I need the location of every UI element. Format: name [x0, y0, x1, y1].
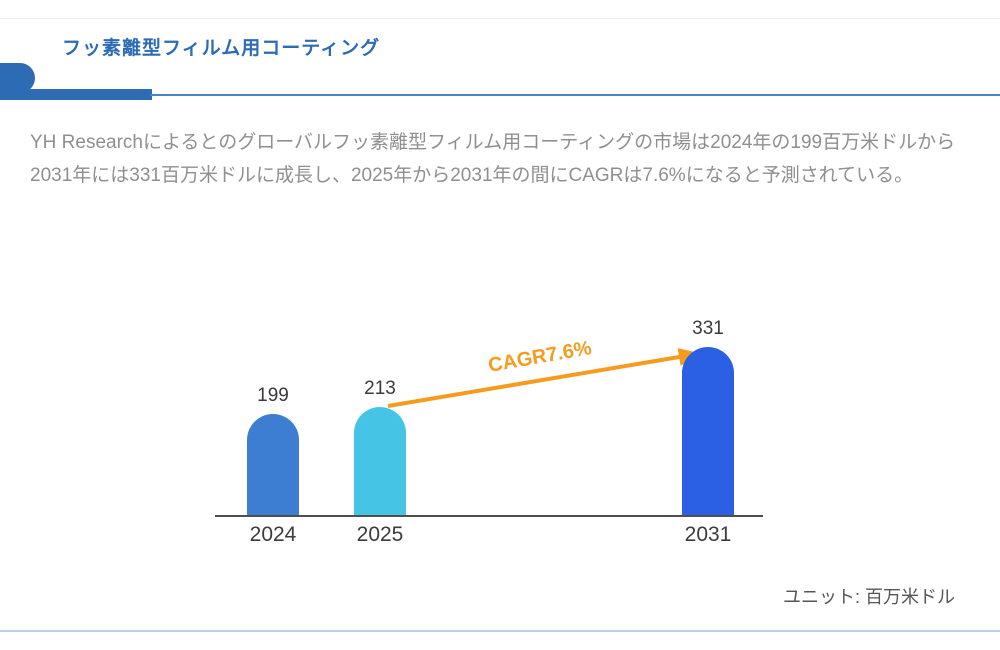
bar-2025 — [354, 407, 406, 515]
bar-column-2031: 331 — [682, 318, 734, 515]
bar-column-2025: 213 — [354, 378, 406, 515]
summary-paragraph: YH Researchによるとのグローバルフッ素離型フィルム用コーティングの市場… — [30, 132, 956, 186]
axis-label-2024: 2024 — [249, 523, 297, 546]
unit-note: ユニット: 百万米ドル — [782, 587, 955, 607]
bar-chart: CAGR7.6% 199 213 331 2024 2025 2031 — [215, 318, 763, 546]
axis-label-2031: 2031 — [684, 523, 732, 546]
value-label-2025: 213 — [364, 378, 396, 399]
top-border-line — [0, 18, 1000, 19]
page-title: フッ素離型フィルム用コーティング — [62, 38, 381, 59]
value-label-2024: 199 — [257, 385, 289, 406]
value-label-2031: 331 — [692, 318, 724, 339]
title-accent-bar — [0, 89, 152, 100]
bar-2031 — [682, 347, 734, 515]
cagr-arrow — [387, 348, 701, 408]
title-accent-shape — [0, 63, 35, 93]
header-divider-line — [150, 94, 1000, 96]
bottom-border-line — [0, 630, 1000, 632]
bar-2024 — [247, 414, 299, 515]
axis-label-2025: 2025 — [356, 523, 404, 546]
bar-column-2024: 199 — [247, 385, 299, 515]
